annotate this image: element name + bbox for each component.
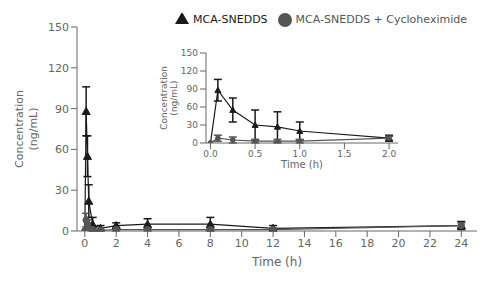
svg-text:20: 20 (392, 237, 406, 250)
svg-text:0.0: 0.0 (203, 149, 218, 159)
svg-text:Time (h): Time (h) (280, 159, 323, 170)
svg-text:6: 6 (175, 237, 182, 250)
svg-text:150: 150 (181, 48, 198, 58)
svg-text:16: 16 (329, 237, 343, 250)
svg-text:2: 2 (113, 237, 120, 250)
svg-text:24: 24 (454, 237, 468, 250)
svg-text:8: 8 (207, 237, 214, 250)
svg-text:30: 30 (187, 120, 199, 130)
svg-text:60: 60 (55, 143, 69, 156)
svg-text:0: 0 (192, 138, 198, 148)
svg-text:Concentration(ng/mL): Concentration(ng/mL) (13, 90, 39, 168)
svg-text:60: 60 (187, 102, 199, 112)
svg-text:150: 150 (48, 21, 69, 34)
svg-text:Time (h): Time (h) (251, 255, 302, 269)
svg-text:4: 4 (144, 237, 151, 250)
svg-text:22: 22 (423, 237, 437, 250)
svg-text:90: 90 (55, 103, 69, 116)
html-text:MCA-SNEDDS: MCA-SNEDDS (193, 13, 268, 26)
svg-text:12: 12 (266, 237, 280, 250)
svg-text:1.0: 1.0 (293, 149, 308, 159)
svg-text:120: 120 (181, 66, 198, 76)
svg-text:0.5: 0.5 (248, 149, 262, 159)
svg-text:0: 0 (81, 237, 88, 250)
html-text:MCA-SNEDDS + Cycloheximide: MCA-SNEDDS + Cycloheximide (295, 13, 467, 26)
svg-text:2.0: 2.0 (382, 149, 397, 159)
svg-text:10: 10 (235, 237, 249, 250)
svg-text:1.5: 1.5 (337, 149, 351, 159)
svg-text:Concentration(ng/mL): Concentration(ng/mL) (159, 66, 180, 130)
svg-text:90: 90 (187, 84, 199, 94)
svg-text:30: 30 (55, 184, 69, 197)
svg-text:0: 0 (62, 225, 69, 238)
svg-text:14: 14 (297, 237, 311, 250)
svg-text:18: 18 (360, 237, 374, 250)
svg-text:120: 120 (48, 62, 69, 75)
